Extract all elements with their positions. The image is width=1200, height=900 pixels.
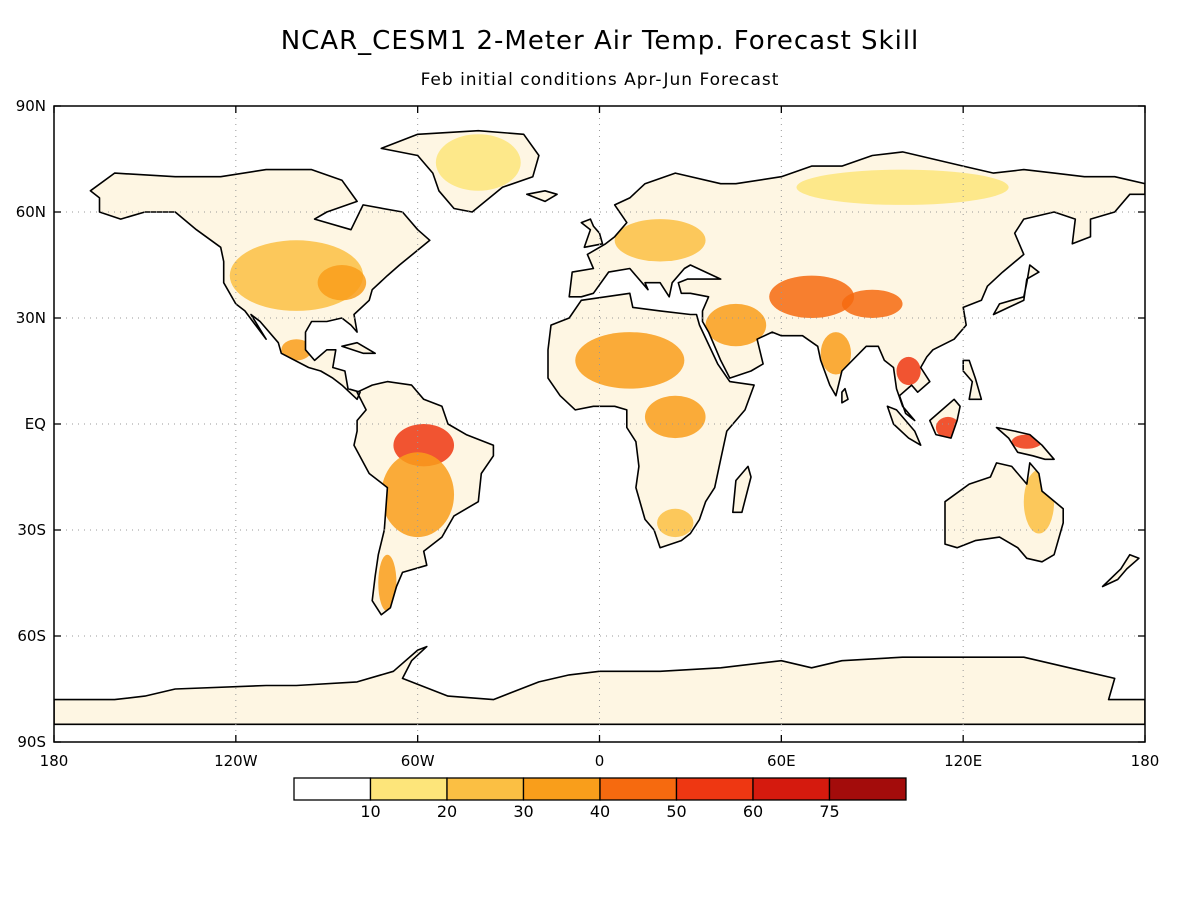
skill-region [575, 332, 685, 389]
latitude-label: 90S [17, 733, 46, 751]
coast-new-guinea [995, 426, 1055, 461]
colorbar-swatch [446, 777, 525, 801]
coast-cuba [341, 341, 376, 355]
coast-north-america [89, 168, 431, 401]
coast-australia [944, 462, 1064, 563]
coast-antarctica [54, 645, 1145, 726]
latitude-label: 30N [15, 309, 46, 327]
coast-new-zealand [1101, 553, 1140, 588]
land-eurasia [569, 151, 1145, 421]
graticule [54, 106, 1145, 742]
skill-region [644, 395, 706, 439]
coast-eurasia [568, 151, 1145, 422]
skill-region [281, 339, 312, 361]
land-japan [993, 265, 1039, 315]
coast-africa [547, 292, 755, 549]
latitude-label: EQ [24, 415, 46, 433]
colorbar-swatch [752, 777, 831, 801]
colorbar-label: 10 [360, 802, 381, 821]
skill-region [769, 275, 855, 318]
land-philippines [963, 360, 982, 400]
axis-ticks [53, 105, 1146, 743]
skill-region [705, 303, 767, 347]
latitude-label: 60N [15, 203, 46, 221]
longitude-label: 0 [594, 752, 605, 770]
skill-region [796, 169, 1009, 205]
longitude-label: 60E [767, 752, 796, 770]
map-subtitle: Feb initial conditions Apr-Jun Forecast [420, 70, 780, 90]
coast-greenland [380, 129, 540, 213]
colorbar-label: 60 [742, 802, 764, 821]
coast-borneo [929, 398, 961, 439]
skill-region [381, 452, 455, 538]
coast-japan [992, 264, 1040, 316]
longitude-label: 180 [1130, 752, 1160, 770]
latitude-label: 60S [17, 627, 46, 645]
coastlines [54, 129, 1145, 726]
colorbar [293, 777, 907, 801]
coast-philippines [962, 359, 983, 401]
coast-madagascar [732, 465, 752, 514]
longitude-label: 120W [214, 752, 258, 770]
map-title: NCAR_CESM1 2-Meter Air Temp. Forecast Sk… [280, 26, 920, 56]
land-madagascar [732, 466, 751, 513]
colorbar-label: 20 [436, 802, 458, 821]
coast-sumatra [886, 405, 922, 446]
skill-region [378, 554, 397, 612]
land-cuba [341, 342, 376, 354]
land-antarctica [54, 646, 1145, 725]
colorbar-swatch [369, 777, 448, 801]
colorbar-swatch [599, 777, 678, 801]
coast-uk [580, 218, 604, 249]
coast-sri-lanka [841, 387, 849, 404]
skill-region [896, 356, 921, 386]
coast-south-america [353, 380, 495, 616]
land-sumatra [887, 406, 921, 446]
coast-iceland [526, 190, 558, 203]
longitude-label: 60W [400, 752, 435, 770]
colorbar-label: 50 [666, 802, 687, 821]
skill-region [317, 265, 367, 301]
longitude-label: 120E [944, 752, 983, 770]
skill-region [614, 219, 706, 262]
colorbar-swatch [828, 777, 907, 801]
colorbar-swatch [522, 777, 601, 801]
latitude-label: 90N [15, 97, 46, 115]
skill-region [435, 134, 521, 191]
colorbar-label: 30 [513, 802, 534, 821]
skill-region [820, 332, 852, 375]
latitude-label: 30S [17, 521, 46, 539]
colorbar-label: 75 [819, 802, 840, 821]
skill-region [841, 289, 903, 318]
longitude-label: 180 [39, 752, 69, 770]
colorbar-label: 40 [589, 802, 611, 821]
colorbar-swatch [293, 777, 372, 801]
skill-region [657, 508, 694, 538]
colorbar-swatch [675, 777, 754, 801]
